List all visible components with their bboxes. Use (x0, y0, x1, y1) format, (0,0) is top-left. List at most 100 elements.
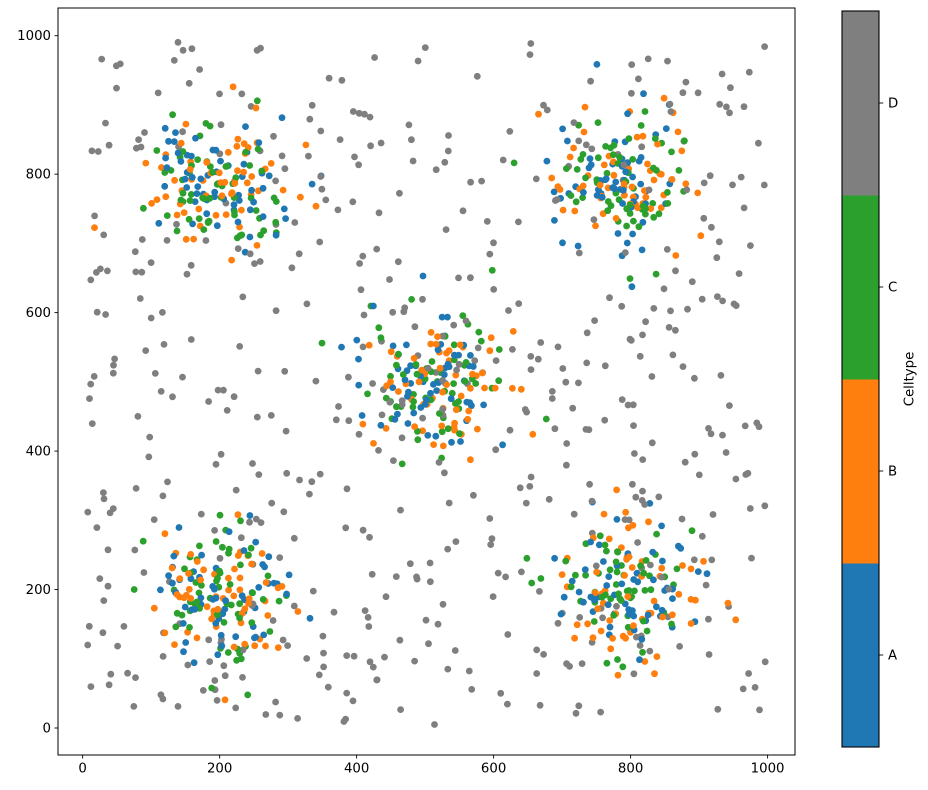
data-point-C (186, 624, 193, 631)
data-point-A (585, 164, 593, 172)
data-point-B (566, 153, 574, 161)
data-point-B (613, 486, 620, 494)
data-point-A (629, 230, 636, 238)
data-point-A (559, 239, 566, 247)
data-point-B (221, 696, 229, 704)
data-point-C (510, 159, 518, 167)
data-point-C (236, 600, 244, 608)
data-point-A (270, 579, 278, 587)
data-point-D (570, 119, 578, 126)
data-point-B (91, 224, 98, 232)
data-point-D (390, 457, 397, 464)
data-point-B (592, 222, 599, 230)
data-point-D (422, 616, 430, 624)
data-point-C (194, 156, 202, 164)
data-point-D (317, 127, 325, 135)
data-point-D (468, 686, 476, 693)
data-point-A (248, 186, 256, 194)
data-point-D (521, 406, 529, 413)
data-point-C (488, 266, 496, 274)
y-tick-label: 1000 (17, 29, 51, 44)
data-point-B (382, 425, 390, 432)
data-point-C (651, 135, 659, 143)
data-point-D (628, 89, 635, 97)
data-point-D (351, 153, 358, 161)
data-point-B (142, 159, 150, 167)
data-point-C (206, 194, 214, 202)
data-point-D (554, 619, 562, 627)
data-point-D (84, 508, 92, 516)
data-point-A (444, 360, 452, 368)
data-point-D (330, 608, 338, 616)
data-point-D (504, 700, 511, 708)
data-point-C (186, 197, 194, 205)
data-point-A (193, 190, 201, 198)
data-point-D (527, 353, 535, 360)
data-point-D (295, 250, 303, 258)
data-point-C (594, 119, 602, 126)
data-point-D (411, 657, 418, 665)
data-point-D (761, 502, 769, 510)
data-point-D (309, 587, 317, 595)
data-point-B (218, 192, 226, 200)
data-point-C (604, 207, 612, 215)
data-point-C (246, 162, 254, 169)
data-point-D (107, 670, 115, 678)
data-point-D (160, 341, 168, 348)
data-point-B (225, 574, 232, 582)
data-point-B (650, 597, 658, 605)
data-point-D (394, 258, 402, 266)
data-point-A (619, 200, 626, 207)
data-point-A (659, 557, 666, 565)
data-point-A (499, 441, 506, 449)
data-point-D (306, 115, 314, 123)
data-point-B (294, 608, 302, 615)
data-point-D (632, 493, 640, 501)
data-point-D (401, 304, 409, 312)
data-point-A (600, 558, 607, 565)
data-point-C (642, 210, 649, 218)
data-point-C (173, 609, 181, 617)
data-point-D (690, 556, 698, 564)
data-point-C (635, 223, 643, 231)
data-point-D (536, 701, 544, 709)
data-point-D (444, 545, 452, 553)
data-point-C (606, 566, 614, 574)
data-point-D (575, 137, 583, 145)
data-point-B (224, 148, 232, 156)
data-point-B (658, 564, 666, 572)
data-point-C (399, 371, 407, 378)
data-point-B (162, 193, 170, 201)
data-point-D (489, 593, 497, 600)
data-point-B (674, 128, 682, 136)
data-point-B (229, 83, 237, 91)
data-point-B (678, 147, 686, 155)
data-point-D (414, 57, 422, 65)
data-point-D (184, 661, 192, 669)
data-point-C (664, 189, 671, 196)
x-tick-label: 0 (78, 762, 86, 777)
data-point-B (252, 104, 260, 112)
data-point-A (559, 125, 566, 133)
data-point-D (747, 242, 754, 250)
data-point-D (487, 541, 495, 548)
data-point-C (237, 517, 244, 525)
data-point-A (165, 572, 173, 580)
data-point-D (639, 331, 646, 339)
data-point-D (373, 245, 381, 253)
data-point-D (522, 499, 530, 507)
data-point-D (590, 216, 598, 224)
data-point-D (576, 614, 584, 621)
data-point-D (303, 300, 311, 308)
data-point-D (665, 324, 673, 331)
data-point-D (509, 346, 516, 353)
data-point-C (647, 586, 655, 594)
data-point-D (111, 355, 118, 363)
data-point-D (90, 373, 98, 380)
data-point-B (228, 190, 235, 198)
data-point-C (438, 428, 446, 436)
data-point-B (593, 568, 600, 576)
data-point-D (131, 546, 139, 554)
data-point-D (88, 147, 96, 155)
data-point-D (345, 373, 352, 381)
